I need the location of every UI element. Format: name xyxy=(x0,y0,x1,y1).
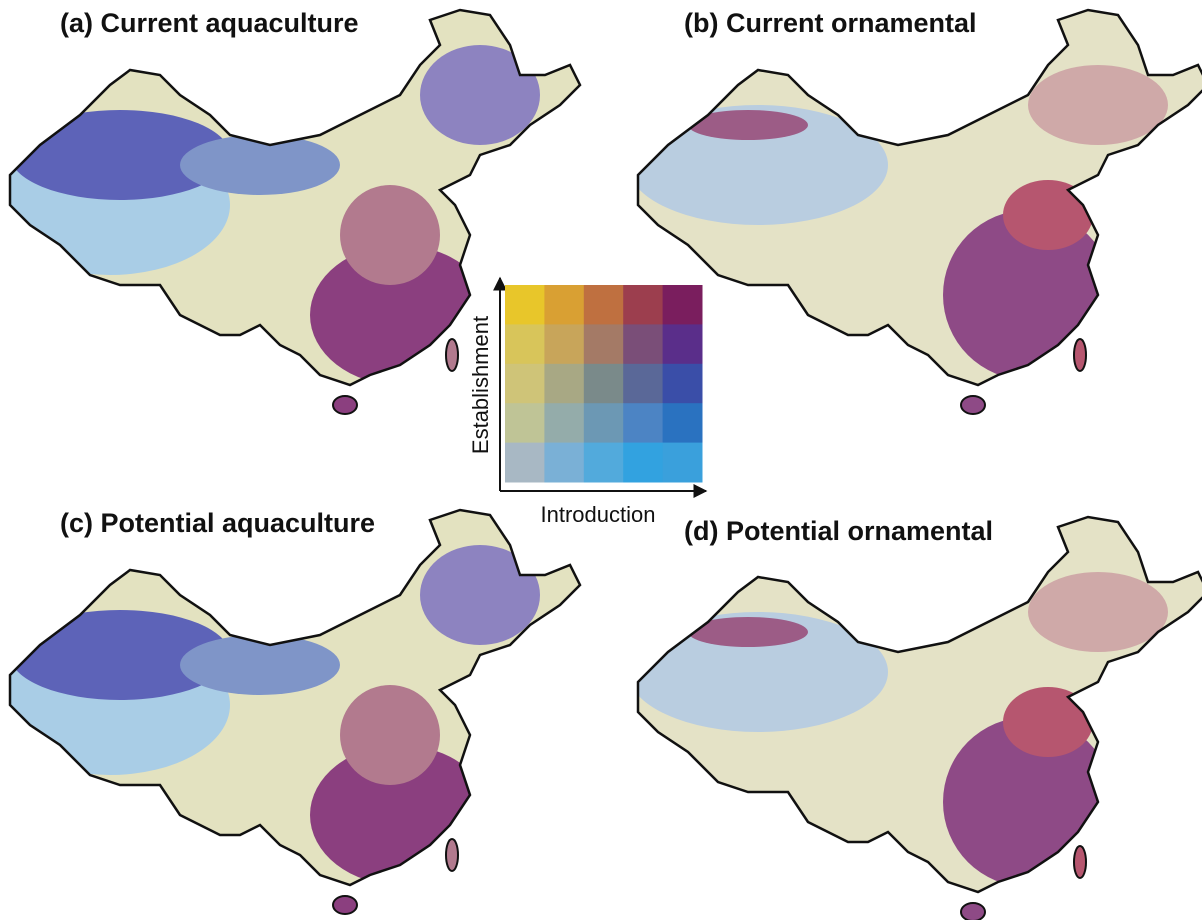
legend-cell xyxy=(584,285,624,325)
legend-cell xyxy=(544,403,584,443)
legend-x-label: Introduction xyxy=(541,502,656,527)
legend-cell xyxy=(505,403,545,443)
legend-cell xyxy=(663,403,703,443)
legend-cell xyxy=(505,324,545,364)
legend-cell xyxy=(544,364,584,404)
legend-cell xyxy=(623,403,663,443)
map xyxy=(628,512,1202,920)
map-panel: (d) Potential ornamental xyxy=(628,512,1202,920)
legend-cell xyxy=(584,443,624,483)
legend-cell xyxy=(584,403,624,443)
map xyxy=(0,5,590,435)
legend-cell xyxy=(584,324,624,364)
legend-cell xyxy=(505,364,545,404)
legend-cell xyxy=(544,324,584,364)
legend-cell xyxy=(663,324,703,364)
panel-title: (b) Current ornamental xyxy=(684,8,977,38)
legend-cell xyxy=(623,364,663,404)
legend-cell xyxy=(663,285,703,325)
legend-cell xyxy=(505,285,545,325)
legend-cell xyxy=(663,364,703,404)
map-panel: (b) Current ornamental xyxy=(628,5,1202,435)
legend-cell xyxy=(663,443,703,483)
panel-title: (a) Current aquaculture xyxy=(60,8,359,38)
legend-cell xyxy=(623,443,663,483)
panel-title: (c) Potential aquaculture xyxy=(60,508,375,538)
panel-title: (d) Potential ornamental xyxy=(684,516,993,546)
map xyxy=(628,5,1202,435)
legend-cell xyxy=(544,443,584,483)
figure: (a) Current aquaculture (b) Current ornam… xyxy=(0,0,1202,920)
legend-cell xyxy=(505,443,545,483)
map-panel: (c) Potential aquaculture xyxy=(0,505,590,920)
legend-cell xyxy=(584,364,624,404)
legend-y-label: Establishment xyxy=(468,316,493,454)
legend: Establishment Introduction xyxy=(468,278,706,527)
map xyxy=(0,505,590,920)
legend-cell xyxy=(544,285,584,325)
map-panel: (a) Current aquaculture xyxy=(0,5,590,435)
legend-cell xyxy=(623,285,663,325)
legend-cell xyxy=(623,324,663,364)
